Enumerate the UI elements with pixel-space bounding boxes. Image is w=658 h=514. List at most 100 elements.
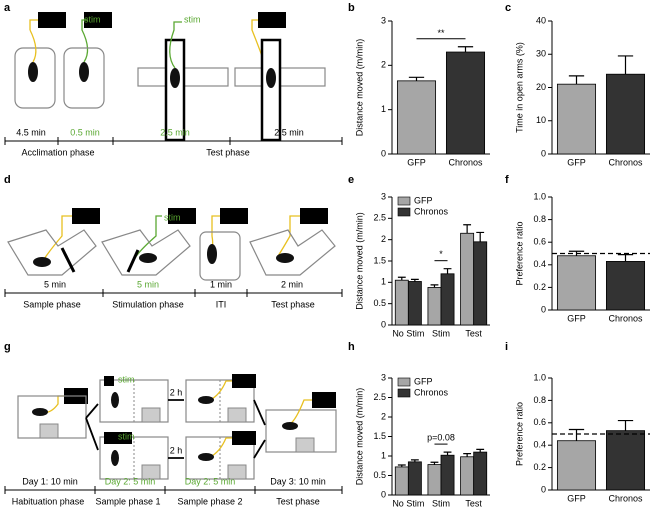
phase: Stimulation phase xyxy=(112,299,184,309)
y-tick-label: 0 xyxy=(381,319,386,329)
legend-swatch xyxy=(397,388,411,398)
schematic-a xyxy=(14,12,326,142)
panel-label: g xyxy=(4,341,11,353)
y-axis-label: Preference ratio xyxy=(514,402,524,466)
stim-label: stim xyxy=(164,212,181,222)
error-bar xyxy=(476,448,485,453)
panel-label: i xyxy=(505,341,508,353)
timeline xyxy=(4,137,343,145)
bar xyxy=(394,466,409,496)
error-bar xyxy=(430,284,439,288)
duration: 2.5 min xyxy=(160,127,190,137)
x-tick-label: No Stim xyxy=(392,328,424,338)
duration: 4.5 min xyxy=(16,127,46,137)
y-tick-label: 2 xyxy=(381,60,386,70)
x-tick-label: GFP xyxy=(567,157,586,167)
y-tick-label: 3 xyxy=(381,372,386,382)
x-tick-label: GFP xyxy=(567,493,586,503)
y-tick-label: 0 xyxy=(541,148,546,158)
bar xyxy=(440,273,455,326)
y-tick-label: 3 xyxy=(381,15,386,25)
duration: 5 min xyxy=(44,279,66,289)
duration: Day 3: 10 min xyxy=(270,476,326,486)
timeline xyxy=(4,486,343,494)
y-tick-label: 0.2 xyxy=(533,282,546,292)
y-tick-label: 1.0 xyxy=(533,191,546,201)
error-bar xyxy=(617,419,634,431)
y-tick-label: 2.5 xyxy=(373,392,386,402)
duration: 2 min xyxy=(281,279,303,289)
phase: Acclimation phase xyxy=(21,147,94,157)
y-axis-label: Distance moved (m/min) xyxy=(354,39,364,137)
legend-swatch xyxy=(397,207,411,217)
bar xyxy=(427,287,442,326)
y-tick-label: 0 xyxy=(381,148,386,158)
error-bar xyxy=(430,461,439,465)
delay: 2 h xyxy=(170,445,183,455)
y-tick-label: 2 xyxy=(381,234,386,244)
phase: Test phase xyxy=(271,299,315,309)
y-tick-label: 0.8 xyxy=(533,395,546,405)
phase: Test phase xyxy=(206,147,250,157)
legend-label: Chronos xyxy=(414,387,449,397)
bar xyxy=(407,461,422,496)
y-tick-label: 1.5 xyxy=(373,255,386,265)
x-tick-label: Test xyxy=(465,498,482,508)
error-bar xyxy=(568,428,585,441)
x-tick-label: Chronos xyxy=(608,157,643,167)
y-tick-label: 40 xyxy=(536,15,546,25)
legend-label: GFP xyxy=(414,376,433,386)
stim-label: stim xyxy=(84,14,101,24)
error-bar xyxy=(397,464,406,467)
bar xyxy=(440,454,455,496)
x-tick-label: Stim xyxy=(432,328,450,338)
y-axis-label: Distance moved (m/min) xyxy=(354,212,364,310)
y-tick-label: 2 xyxy=(381,411,386,421)
phase: Sample phase 2 xyxy=(177,496,242,506)
y-tick-label: 0.2 xyxy=(533,462,546,472)
x-tick-label: No Stim xyxy=(392,498,424,508)
timeline xyxy=(4,289,343,297)
legend-swatch xyxy=(397,196,411,206)
phase: ITI xyxy=(216,299,227,309)
bar xyxy=(427,464,442,496)
error-bar xyxy=(397,276,406,281)
bar xyxy=(605,430,646,491)
bar xyxy=(556,255,597,311)
panel-label: d xyxy=(4,174,11,186)
x-tick-label: GFP xyxy=(407,157,426,167)
panel-label: f xyxy=(505,174,509,186)
legend-label: GFP xyxy=(414,195,433,205)
bar xyxy=(556,83,597,155)
phase: Habituation phase xyxy=(12,496,85,506)
y-axis-label: Preference ratio xyxy=(514,221,524,285)
duration: Day 2: 5 min xyxy=(185,476,236,486)
error-bar xyxy=(410,278,419,282)
y-tick-label: 1 xyxy=(381,450,386,460)
y-tick-label: 0.4 xyxy=(533,259,546,269)
phase: Sample phase 1 xyxy=(95,496,160,506)
error-bar xyxy=(463,453,472,457)
schematic-g xyxy=(17,374,337,480)
x-tick-label: Test xyxy=(465,328,482,338)
schematic-d xyxy=(7,208,336,281)
duration: 1 min xyxy=(210,279,232,289)
y-tick-label: 1.5 xyxy=(373,431,386,441)
legend-label: Chronos xyxy=(414,206,449,216)
phase: Test phase xyxy=(276,496,320,506)
stim-label: stim xyxy=(118,431,135,441)
significance-label: * xyxy=(439,249,443,259)
y-axis-label: Time in open arms (%) xyxy=(514,42,524,133)
bar xyxy=(396,80,437,155)
significance-label: ** xyxy=(437,28,445,38)
panel-label: b xyxy=(348,2,355,14)
y-tick-label: 0.8 xyxy=(533,214,546,224)
error-bar xyxy=(443,451,452,456)
panel-label: a xyxy=(4,2,11,14)
legend-swatch xyxy=(397,377,411,387)
duration: 5 min xyxy=(137,279,159,289)
duration: Day 2: 5 min xyxy=(105,476,156,486)
y-tick-label: 0.4 xyxy=(533,440,546,450)
y-tick-label: 1.0 xyxy=(533,372,546,382)
